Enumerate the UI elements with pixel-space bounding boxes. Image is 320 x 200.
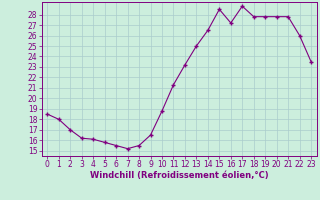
X-axis label: Windchill (Refroidissement éolien,°C): Windchill (Refroidissement éolien,°C) xyxy=(90,171,268,180)
